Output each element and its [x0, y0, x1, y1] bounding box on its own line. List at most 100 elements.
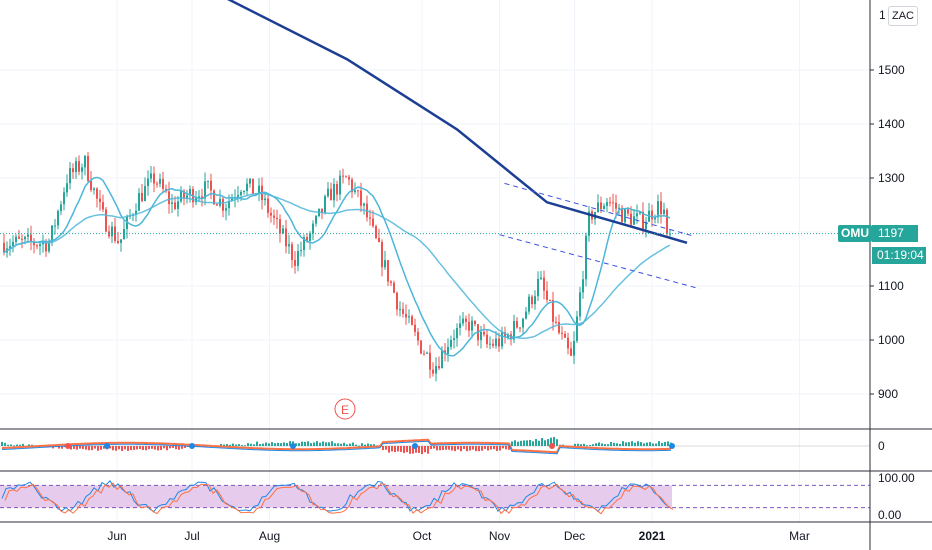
candle-body[interactable]: [264, 198, 266, 201]
macd-pane[interactable]: [0, 437, 870, 455]
earnings-marker[interactable]: E: [334, 398, 356, 420]
candle-body[interactable]: [597, 202, 599, 213]
candle-body[interactable]: [111, 226, 113, 237]
candle-body[interactable]: [45, 241, 47, 252]
stoch-pane[interactable]: [0, 479, 870, 515]
candle-body[interactable]: [660, 201, 662, 214]
candle-body[interactable]: [123, 229, 125, 240]
candle-body[interactable]: [231, 197, 233, 201]
candle-body[interactable]: [609, 202, 611, 204]
candle-body[interactable]: [354, 190, 356, 193]
candle-body[interactable]: [84, 156, 86, 168]
candle-body[interactable]: [519, 327, 521, 329]
candle-body[interactable]: [630, 213, 632, 225]
candle-body[interactable]: [462, 318, 464, 324]
candle-body[interactable]: [66, 183, 68, 193]
candle-body[interactable]: [228, 200, 230, 209]
candle-body[interactable]: [153, 173, 155, 184]
candle-body[interactable]: [450, 339, 452, 347]
candle-body[interactable]: [312, 223, 314, 234]
candle-body[interactable]: [588, 211, 590, 236]
candle-body[interactable]: [534, 296, 536, 305]
candle-body[interactable]: [381, 241, 383, 268]
candle-body[interactable]: [303, 237, 305, 251]
candle-body[interactable]: [174, 202, 176, 209]
candle-body[interactable]: [102, 202, 104, 210]
candle-body[interactable]: [99, 198, 101, 203]
candle-body[interactable]: [249, 178, 251, 184]
candle-body[interactable]: [435, 366, 437, 374]
candle-body[interactable]: [294, 260, 296, 266]
candle-body[interactable]: [372, 218, 374, 227]
candle-body[interactable]: [144, 186, 146, 202]
candle-body[interactable]: [480, 331, 482, 341]
candle-body[interactable]: [378, 238, 380, 242]
candle-body[interactable]: [531, 296, 533, 305]
candle-body[interactable]: [213, 190, 215, 205]
candle-body[interactable]: [576, 316, 578, 341]
candle-body[interactable]: [426, 352, 428, 354]
candle-body[interactable]: [48, 242, 50, 252]
candle-body[interactable]: [360, 190, 362, 206]
candle-body[interactable]: [543, 277, 545, 291]
candle-body[interactable]: [9, 246, 11, 249]
candle-body[interactable]: [375, 226, 377, 239]
candle-body[interactable]: [306, 237, 308, 241]
candle-body[interactable]: [189, 189, 191, 196]
candle-body[interactable]: [438, 366, 440, 369]
candle-body[interactable]: [72, 168, 74, 173]
candle-body[interactable]: [417, 331, 419, 341]
candle-body[interactable]: [498, 338, 500, 347]
candle-body[interactable]: [624, 209, 626, 223]
candle-body[interactable]: [501, 332, 503, 347]
candle-body[interactable]: [18, 236, 20, 239]
candle-body[interactable]: [429, 352, 431, 370]
candle-body[interactable]: [570, 348, 572, 356]
candle-body[interactable]: [645, 221, 647, 230]
candle-body[interactable]: [651, 210, 653, 220]
candle-body[interactable]: [612, 202, 614, 204]
candle-body[interactable]: [639, 211, 641, 214]
candle-body[interactable]: [267, 198, 269, 213]
candle-body[interactable]: [471, 320, 473, 331]
candle-body[interactable]: [30, 234, 32, 242]
candle-body[interactable]: [615, 202, 617, 209]
candle-body[interactable]: [27, 234, 29, 237]
candle-body[interactable]: [180, 190, 182, 202]
candle-body[interactable]: [447, 346, 449, 354]
candle-body[interactable]: [357, 190, 359, 192]
candle-body[interactable]: [297, 250, 299, 266]
candle-body[interactable]: [393, 282, 395, 293]
candle-body[interactable]: [618, 207, 620, 209]
candle-body[interactable]: [126, 216, 128, 230]
candle-body[interactable]: [489, 343, 491, 345]
candle-body[interactable]: [399, 309, 401, 311]
candle-body[interactable]: [663, 209, 665, 214]
candle-body[interactable]: [627, 209, 629, 214]
candle-body[interactable]: [666, 209, 668, 234]
candle-body[interactable]: [225, 208, 227, 211]
candle-body[interactable]: [156, 183, 158, 185]
candle-body[interactable]: [579, 292, 581, 317]
candle-body[interactable]: [345, 176, 347, 178]
candle-body[interactable]: [276, 217, 278, 220]
candle-body[interactable]: [171, 202, 173, 205]
price-pane[interactable]: [0, 0, 870, 382]
candle-body[interactable]: [138, 192, 140, 211]
candle-body[interactable]: [459, 323, 461, 329]
candle-body[interactable]: [405, 313, 407, 318]
candle-body[interactable]: [642, 211, 644, 230]
candle-body[interactable]: [246, 183, 248, 192]
candle-body[interactable]: [63, 192, 65, 205]
candle-body[interactable]: [390, 281, 392, 283]
candle-body[interactable]: [483, 331, 485, 335]
candle-body[interactable]: [201, 196, 203, 199]
candle-body[interactable]: [81, 167, 83, 172]
candle-body[interactable]: [162, 178, 164, 189]
currency-button[interactable]: ZAC: [888, 6, 918, 26]
candle-body[interactable]: [315, 216, 317, 224]
candle-body[interactable]: [564, 333, 566, 338]
candle-body[interactable]: [582, 279, 584, 293]
candle-body[interactable]: [117, 240, 119, 243]
candle-body[interactable]: [219, 198, 221, 206]
